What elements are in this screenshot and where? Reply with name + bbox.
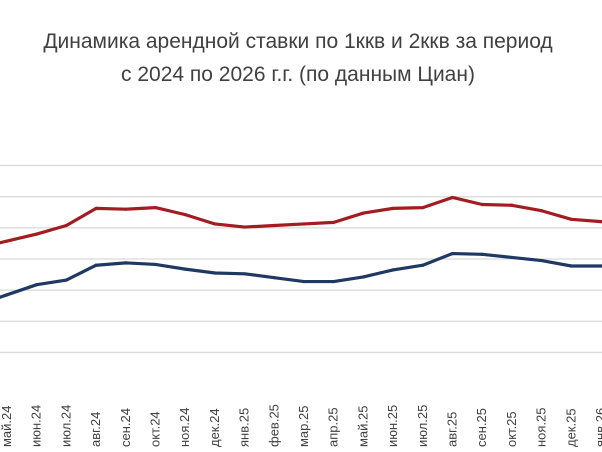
x-tick-label: окт.25 — [504, 411, 519, 447]
series-1-point — [302, 222, 306, 226]
series-1-point — [569, 217, 573, 221]
series-layer — [0, 195, 602, 299]
series-2-point — [332, 279, 336, 284]
series-1-point — [480, 202, 484, 207]
series-1-point — [332, 220, 336, 225]
series-1-point — [540, 209, 544, 213]
chart-subtitle: с 2024 по 2026 г.г. (по данным Циан) — [121, 63, 475, 86]
x-tick-label: янв.25 — [237, 408, 252, 447]
series-2-point — [480, 252, 484, 256]
series-1-point — [272, 223, 276, 228]
series-2-point — [272, 276, 276, 280]
series-1-point — [94, 206, 98, 210]
x-tick-label: ноя.25 — [534, 407, 549, 447]
x-tick-label: авг.24 — [88, 412, 103, 447]
series-2-point — [213, 271, 217, 275]
series-1-point — [450, 195, 455, 200]
x-tick-label: май.24 — [0, 405, 14, 447]
x-tick-label: дек.24 — [207, 408, 222, 447]
series-2-point — [361, 275, 365, 279]
series-1-point — [124, 207, 128, 211]
x-tick-label: апр.25 — [326, 407, 341, 447]
series-2-point — [153, 262, 158, 267]
series-2-point — [599, 264, 602, 268]
series-1-point — [183, 213, 187, 217]
x-tick-label: ноя.24 — [177, 407, 192, 447]
series-1-point — [510, 203, 514, 207]
series-1-point — [35, 232, 39, 236]
series-2-point — [94, 263, 98, 267]
x-tick-label: июн.24 — [29, 405, 44, 447]
x-tick-label: июл.24 — [58, 405, 73, 447]
x-tick-label: фев.25 — [266, 404, 281, 447]
series-2-point — [450, 251, 455, 256]
series-2-point — [124, 261, 128, 265]
series-2-point — [421, 263, 425, 267]
series-2-point — [35, 283, 39, 287]
x-tick-label: июл.25 — [415, 405, 430, 447]
series-2-point — [391, 268, 395, 272]
chart-title: Динамика арендной ставки по 1ккв и 2ккв … — [43, 30, 552, 53]
series-2-point — [510, 255, 514, 260]
series-1-point — [153, 206, 158, 210]
x-tick-label: авг.25 — [445, 412, 460, 447]
x-tick-labels: май.24 июн.24 июл.24 авг.24 сен.24 окт.24 ноя.… — [0, 404, 602, 447]
series-1-point — [213, 222, 217, 226]
series-2-point — [64, 278, 68, 282]
series-1-point — [421, 206, 425, 210]
series-1-point — [391, 206, 395, 210]
series-2-point — [243, 272, 247, 276]
x-tick-label: мар.25 — [296, 406, 311, 447]
series-1-point — [64, 223, 68, 228]
x-tick-label: окт.24 — [148, 411, 163, 447]
x-tick-label: дек.25 — [563, 408, 578, 447]
series-2-point — [302, 279, 306, 284]
series-1-point — [361, 211, 365, 215]
series-1-point — [599, 220, 602, 224]
series-2-point — [5, 293, 9, 297]
series-2-point — [540, 258, 544, 263]
x-tick-label: сен.25 — [474, 408, 489, 447]
x-tick-label: июн.25 — [385, 405, 400, 447]
series-2-point — [569, 264, 573, 268]
series-1-point — [5, 239, 9, 243]
x-tick-label: янв.26 — [593, 408, 602, 447]
series-2-point — [183, 267, 187, 271]
gridlines — [0, 164, 602, 354]
x-tick-label: май.25 — [355, 405, 370, 447]
series-1-point — [243, 225, 247, 229]
x-tick-label: сен.24 — [118, 408, 133, 447]
